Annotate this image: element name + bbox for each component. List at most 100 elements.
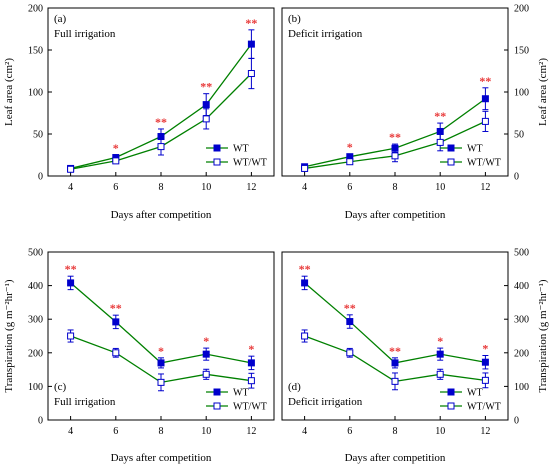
data-point <box>391 377 399 385</box>
legend-marker <box>447 144 455 152</box>
x-tick-label: 10 <box>201 426 211 437</box>
data-point <box>436 370 444 378</box>
data-point <box>202 101 210 109</box>
x-tick-label: 4 <box>302 182 307 193</box>
y-tick-label: 400 <box>28 281 43 292</box>
x-tick-label: 10 <box>201 182 211 193</box>
legend-label: WT <box>467 144 483 155</box>
significance-marker: * <box>158 344 164 358</box>
x-tick-label: 6 <box>113 426 118 437</box>
y-tick-label: 50 <box>33 130 43 141</box>
y-tick-label: 0 <box>38 416 43 427</box>
data-point <box>346 158 354 166</box>
legend-label: WT/WT <box>467 158 501 169</box>
significance-marker: ** <box>110 301 122 315</box>
significance-marker: * <box>203 334 209 348</box>
y-tick-label: 0 <box>38 172 43 183</box>
panel-subtitle: Deficit irrigation <box>288 28 363 40</box>
y-tick-label: 400 <box>514 281 529 292</box>
legend-marker <box>213 144 221 152</box>
significance-marker: ** <box>479 74 491 88</box>
y-axis-title: Leaf area (cm²) <box>3 58 15 126</box>
y-axis-title: Transpiration (g m⁻²hr⁻¹) <box>3 279 15 392</box>
data-point <box>157 359 165 367</box>
legend-label: WT/WT <box>233 402 267 413</box>
x-axis-title: Days after competition <box>345 452 446 464</box>
x-tick-label: 6 <box>347 426 352 437</box>
data-point <box>67 332 75 340</box>
y-tick-label: 200 <box>514 348 529 359</box>
data-point <box>436 350 444 358</box>
y-tick-label: 200 <box>28 4 43 15</box>
legend-marker <box>447 402 455 410</box>
data-point <box>481 95 489 103</box>
significance-marker: ** <box>299 262 311 276</box>
legend-marker <box>213 402 221 410</box>
data-point <box>481 358 489 366</box>
x-tick-label: 8 <box>393 426 398 437</box>
x-tick-label: 8 <box>159 426 164 437</box>
legend-label: WT <box>233 144 249 155</box>
x-tick-label: 10 <box>435 182 445 193</box>
data-point <box>202 115 210 123</box>
significance-marker: * <box>248 342 254 356</box>
x-axis-title: Days after competition <box>345 209 446 221</box>
significance-marker: ** <box>200 80 212 94</box>
data-point <box>247 40 255 48</box>
data-point <box>247 359 255 367</box>
x-axis-title: Days after competition <box>111 452 212 464</box>
data-point <box>481 376 489 384</box>
y-axis-title: Leaf area (cm²) <box>537 58 549 126</box>
panel-label: (c) <box>54 381 67 393</box>
panel-subtitle: Deficit irrigation <box>288 396 363 408</box>
data-point <box>247 377 255 385</box>
panel-subtitle: Full irrigation <box>54 28 116 40</box>
y-tick-label: 50 <box>514 130 524 141</box>
significance-marker: * <box>482 341 488 355</box>
x-axis-title: Days after competition <box>111 209 212 221</box>
panel-label: (a) <box>54 13 67 25</box>
y-tick-label: 200 <box>514 4 529 15</box>
y-tick-label: 500 <box>514 248 529 259</box>
y-tick-label: 150 <box>514 46 529 57</box>
data-point <box>67 279 75 287</box>
data-point <box>112 318 120 326</box>
x-tick-label: 12 <box>246 182 256 193</box>
x-tick-label: 8 <box>159 182 164 193</box>
data-point <box>112 349 120 357</box>
legend-marker <box>447 158 455 166</box>
y-tick-label: 0 <box>514 172 519 183</box>
significance-marker: ** <box>155 115 167 129</box>
significance-marker: ** <box>245 16 257 30</box>
legend-label: WT <box>233 388 249 399</box>
y-tick-label: 500 <box>28 248 43 259</box>
data-point <box>301 279 309 287</box>
y-tick-label: 100 <box>28 88 43 99</box>
data-point <box>157 378 165 386</box>
panel-a: 0 50 100 150 200 4 6 8 10 12 Days after competitio… <box>3 4 275 221</box>
y-tick-label: 150 <box>28 46 43 57</box>
x-tick-label: 12 <box>246 426 256 437</box>
y-tick-label: 300 <box>28 315 43 326</box>
significance-marker: ** <box>389 130 401 144</box>
data-point <box>301 164 309 172</box>
legend-label: WT/WT <box>233 158 267 169</box>
data-point <box>391 152 399 160</box>
y-tick-label: 0 <box>514 416 519 427</box>
x-tick-label: 8 <box>393 182 398 193</box>
data-point <box>391 359 399 367</box>
data-point <box>112 157 120 165</box>
y-tick-label: 100 <box>514 88 529 99</box>
x-tick-label: 10 <box>435 426 445 437</box>
x-tick-label: 12 <box>480 182 490 193</box>
significance-marker: ** <box>65 262 77 276</box>
panel-label: (b) <box>288 13 301 25</box>
data-point <box>436 138 444 146</box>
y-tick-label: 200 <box>28 348 43 359</box>
data-point <box>202 370 210 378</box>
legend-marker <box>213 388 221 396</box>
legend-marker <box>213 158 221 166</box>
data-point <box>301 332 309 340</box>
panel-c: 0 100 200 300 400 500 4 6 8 10 12 Days after compet… <box>3 248 275 464</box>
